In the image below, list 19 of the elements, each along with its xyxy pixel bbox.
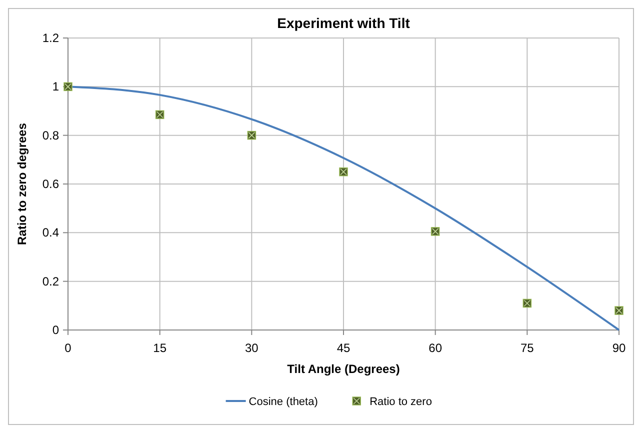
legend-label: Cosine (theta): [248, 396, 318, 408]
x-tick-label: 90: [612, 341, 626, 355]
y-tick-label: 0.2: [42, 274, 60, 288]
x-tick-label: 30: [244, 341, 259, 355]
y-tick-label: 0.6: [42, 177, 60, 191]
y-tick-label: 1.2: [42, 31, 60, 45]
x-tick-label: 15: [153, 341, 167, 355]
y-tick-label: 0: [52, 323, 60, 337]
x-tick-label: 75: [520, 341, 534, 355]
y-tick-label: 1: [52, 80, 60, 94]
y-tick-label: 0.8: [42, 128, 60, 142]
x-tick-label: 0: [64, 341, 72, 355]
y-tick-label: 0.4: [42, 226, 60, 240]
x-tick-label: 45: [336, 341, 350, 355]
y-axis-title: Ratio to zero degrees: [15, 122, 29, 246]
legend-label: Ratio to zero: [370, 396, 432, 408]
chart-title: Experiment with Tilt: [277, 15, 410, 31]
x-tick-label: 60: [428, 341, 442, 355]
x-axis-title: Tilt Angle (Degrees): [287, 362, 400, 376]
